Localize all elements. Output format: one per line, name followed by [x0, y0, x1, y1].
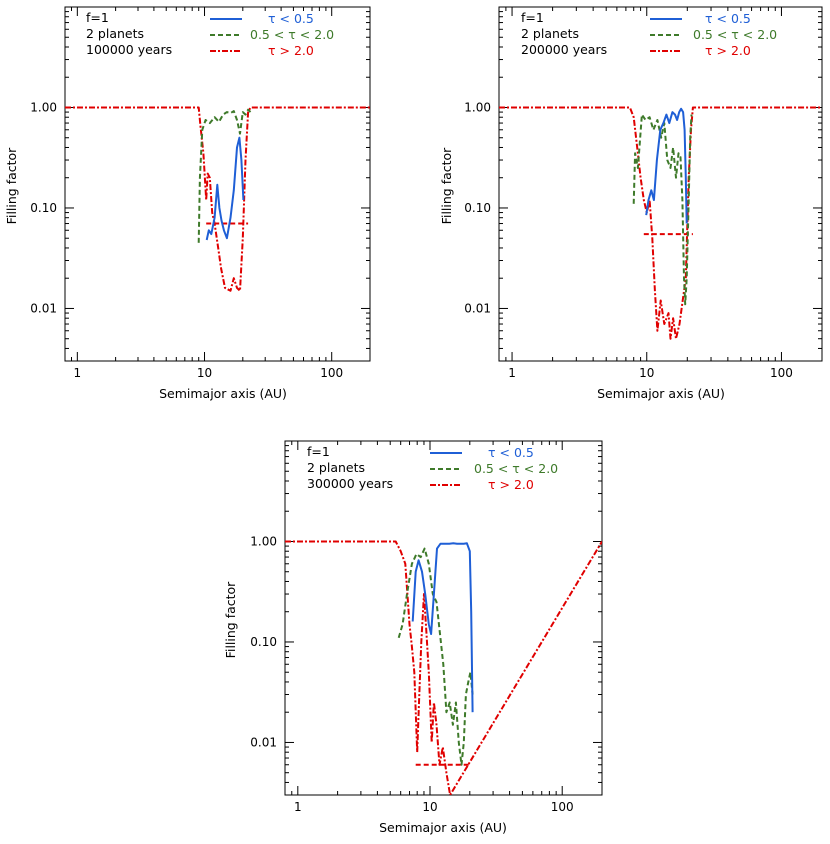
- series-line-0: [65, 106, 370, 292]
- annotation-line-3: 200000 years: [521, 42, 607, 57]
- y-tick-label: 1.00: [250, 534, 277, 548]
- legend-label-tau-low: τ < 0.5: [705, 11, 751, 26]
- y-tick-label: 0.01: [250, 735, 277, 749]
- x-tick-label: 10: [197, 366, 212, 380]
- annotation-line-1: f=1: [521, 10, 544, 25]
- series-group: [499, 106, 822, 340]
- x-axis-label: Semimajor axis (AU): [597, 386, 725, 401]
- legend-label-tau-high: τ > 2.0: [488, 477, 534, 492]
- legend-label-tau-high: τ > 2.0: [268, 43, 314, 58]
- annotation-line-2: 2 planets: [307, 460, 365, 475]
- legend-label-tau-high: τ > 2.0: [705, 43, 751, 58]
- series-line-0: [285, 540, 602, 795]
- legend-label-tau-mid: 0.5 < τ < 2.0: [474, 461, 558, 476]
- panel-300000-years: 1 10 100 1.00 0.10 0.01 f=1 2 planets 300000 …: [223, 440, 603, 835]
- legend-label-tau-mid: 0.5 < τ < 2.0: [250, 27, 334, 42]
- y-axis-label: Filling factor: [223, 581, 238, 658]
- annotation-line-3: 100000 years: [86, 42, 172, 57]
- annotation-line-3: 300000 years: [307, 476, 393, 491]
- y-axis-label: Filling factor: [439, 147, 454, 224]
- annotation-line-1: f=1: [86, 10, 109, 25]
- y-tick-label: 0.10: [250, 635, 277, 649]
- x-axis-label: Semimajor axis (AU): [379, 820, 507, 835]
- legend-label-tau-low: τ < 0.5: [268, 11, 314, 26]
- y-tick-label: 0.01: [464, 301, 491, 315]
- x-axis-label: Semimajor axis (AU): [159, 386, 287, 401]
- y-tick-label: 0.01: [30, 301, 57, 315]
- x-tick-label: 1: [294, 800, 302, 814]
- annotation-line-1: f=1: [307, 444, 330, 459]
- series-line-2: [632, 113, 693, 306]
- x-tick-label: 100: [770, 366, 793, 380]
- series-line-2: [397, 547, 474, 766]
- y-tick-label: 0.10: [464, 201, 491, 215]
- series-line-2: [197, 108, 252, 243]
- x-tick-label: 1: [508, 366, 516, 380]
- series-line-3: [205, 136, 245, 241]
- plot-frame: [64, 6, 371, 362]
- plot-frame: [284, 440, 603, 796]
- panel-200000-years: 1 10 100 1.00 0.10 0.01 f=1 2 planets 200000 …: [439, 6, 823, 401]
- plot-frame: [498, 6, 823, 362]
- series-line-0: [499, 106, 822, 340]
- series-line-3: [411, 542, 474, 713]
- x-tick-label: 1: [74, 366, 82, 380]
- y-tick-label: 0.10: [30, 201, 57, 215]
- panel-100000-years: 1 10 100 1.00 0.10 0.01 f=1 2 planets 100000 …: [4, 6, 371, 401]
- x-tick-label: 100: [551, 800, 574, 814]
- annotation-line-2: 2 planets: [521, 26, 579, 41]
- series-group: [65, 106, 370, 292]
- x-tick-label: 10: [422, 800, 437, 814]
- legend-label-tau-low: τ < 0.5: [488, 445, 534, 460]
- x-tick-label: 10: [639, 366, 654, 380]
- y-tick-label: 1.00: [464, 100, 491, 114]
- y-axis-label: Filling factor: [4, 147, 19, 224]
- annotation-line-2: 2 planets: [86, 26, 144, 41]
- x-tick-label: 100: [320, 366, 343, 380]
- series-line-3: [645, 107, 688, 224]
- y-tick-label: 1.00: [30, 100, 57, 114]
- legend-label-tau-mid: 0.5 < τ < 2.0: [693, 27, 777, 42]
- series-group: [285, 540, 602, 795]
